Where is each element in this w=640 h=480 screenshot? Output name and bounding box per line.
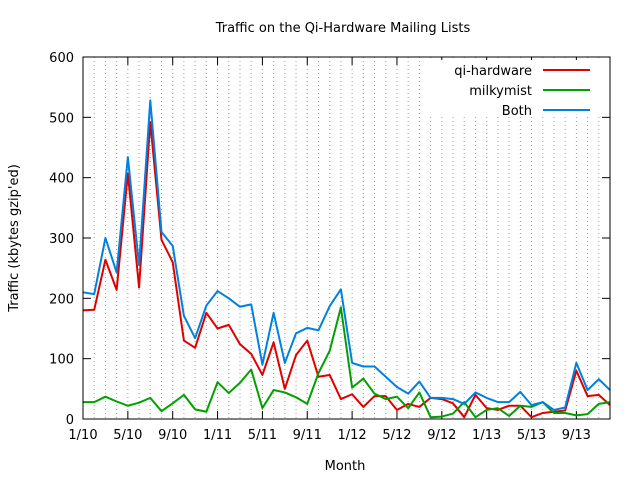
legend-label: milkymist: [469, 84, 532, 99]
y-tick-label: 500: [49, 111, 74, 126]
x-tick-label: 1/10: [68, 428, 97, 443]
legend-label: Both: [502, 104, 532, 119]
x-tick-label: 1/13: [472, 428, 501, 443]
y-tick-label: 200: [49, 292, 74, 307]
grid-lines: [93, 57, 600, 419]
x-tick-label: 5/11: [248, 428, 277, 443]
x-tick-label: 1/11: [203, 428, 232, 443]
chart-title: Traffic on the Qi-Hardware Mailing Lists: [215, 21, 471, 36]
x-tick-label: 9/11: [293, 428, 322, 443]
x-axis-label: Month: [325, 459, 366, 474]
x-tick-label: 9/12: [427, 428, 456, 443]
x-axis-ticks: 1/10 5/10 9/10 1/11 5/11 9/11 1/12 5/12 9/12 1/13…: [68, 57, 591, 443]
series-line-both: [82, 99, 611, 411]
plot-frame: [82, 56, 611, 420]
legend-label: qi-hardware: [454, 64, 532, 79]
series-line-milkymist: [83, 306, 611, 419]
y-tick-label: 600: [49, 51, 74, 66]
x-tick-label: 9/10: [158, 428, 187, 443]
y-tick-label: 400: [49, 172, 74, 187]
y-tick-label: 100: [49, 353, 74, 368]
x-tick-label: 1/12: [338, 428, 367, 443]
x-tick-label: 9/13: [562, 428, 591, 443]
y-tick-label: 300: [49, 232, 74, 247]
series-line-qi-hardware: [82, 121, 611, 419]
y-axis-label: Traffic (kbytes gzip'ed): [7, 164, 22, 313]
legend: qi-hardware milkymist Both: [420, 60, 608, 119]
y-axis-ticks: 0 100 200 300 400 500 600: [49, 51, 610, 428]
series-lines: [82, 99, 611, 419]
x-tick-label: 5/12: [382, 428, 411, 443]
x-tick-label: 5/13: [517, 428, 546, 443]
y-tick-label: 0: [66, 413, 74, 428]
x-tick-label: 5/10: [113, 428, 142, 443]
